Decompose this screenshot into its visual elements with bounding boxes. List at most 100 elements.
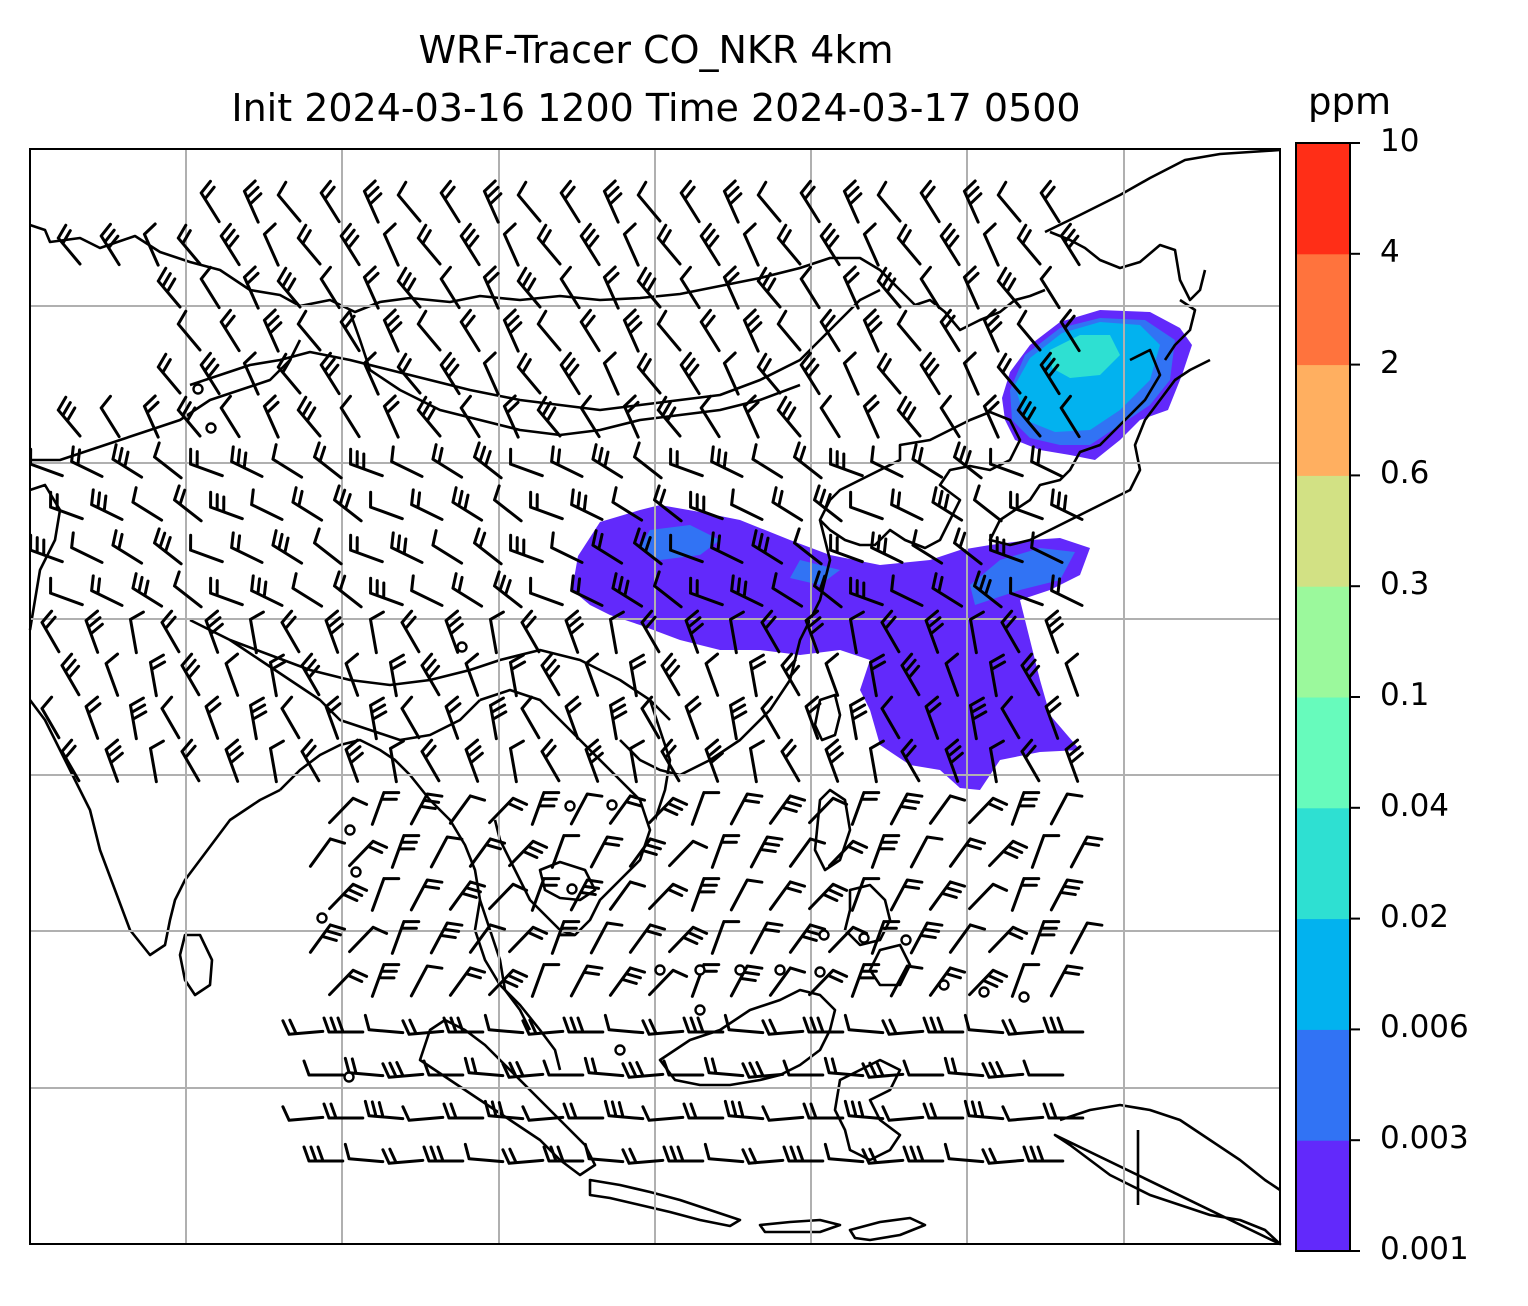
wind-barb — [996, 180, 1022, 223]
wind-barb — [49, 576, 84, 607]
wind-barb — [988, 925, 1029, 954]
wind-barb — [989, 533, 1024, 564]
calm-wind-markers — [192, 383, 1030, 1083]
wind-barb — [583, 1056, 625, 1078]
wind-barb — [1010, 877, 1041, 912]
wind-barb — [390, 920, 421, 955]
wind-barb — [944, 652, 960, 697]
wind-barb — [382, 308, 403, 353]
wind-barb — [900, 652, 921, 697]
wind-barb — [876, 180, 902, 223]
wind-barb — [748, 739, 765, 784]
wind-barb — [611, 486, 644, 522]
wind-barb — [962, 179, 983, 224]
wind-barb — [536, 395, 562, 438]
wind-barb — [562, 1102, 605, 1120]
wind-barb — [919, 351, 941, 396]
wind-barb — [564, 609, 584, 654]
wind-barb — [569, 792, 604, 826]
calm-wind-marker — [774, 964, 786, 976]
wind-barb — [1030, 834, 1061, 869]
calm-wind-marker — [858, 932, 870, 944]
wind-barb — [981, 1061, 1025, 1079]
wind-barb — [808, 796, 849, 825]
wind-barb — [268, 739, 285, 784]
colorbar-segment — [1296, 1140, 1350, 1252]
wind-barb — [463, 1056, 505, 1078]
wind-barb — [562, 1016, 605, 1034]
wind-barb — [799, 179, 821, 224]
wind-barb — [319, 351, 341, 396]
wind-barb — [662, 1145, 705, 1163]
wind-barb — [768, 880, 807, 911]
wind-barb — [529, 576, 564, 607]
wind-barb — [924, 609, 944, 654]
border-mongolia — [348, 311, 801, 437]
wind-barb — [943, 1142, 985, 1164]
wind-barb — [156, 352, 182, 395]
calm-wind-marker — [818, 929, 830, 941]
wind-barb — [868, 739, 885, 784]
wind-barb — [488, 882, 529, 911]
wind-barb — [390, 531, 424, 564]
wind-barb — [343, 1142, 385, 1164]
wind-barb — [1039, 265, 1061, 310]
wind-barb — [729, 964, 764, 998]
wind-barb — [1059, 222, 1081, 267]
coastline-korea-china — [818, 410, 1022, 550]
wind-barb — [388, 739, 405, 784]
wind-barb — [429, 835, 464, 869]
wind-barb — [268, 653, 287, 698]
border-himalaya — [229, 638, 481, 742]
wind-barb — [1039, 179, 1061, 224]
wind-barb — [793, 441, 823, 480]
wind-barb — [516, 352, 542, 395]
wind-barb — [741, 1061, 785, 1079]
wind-barb — [813, 570, 843, 609]
wind-barb — [591, 443, 624, 479]
wind-barb — [760, 609, 781, 654]
calm-wind-marker — [350, 866, 362, 878]
wind-barb — [788, 923, 827, 954]
wind-barb — [420, 738, 441, 783]
calm-wind-marker — [734, 964, 746, 976]
wind-barb — [422, 1145, 465, 1163]
wind-barb — [319, 265, 341, 310]
wind-barb — [276, 266, 302, 309]
wind-barb — [804, 695, 822, 740]
wind-barb — [542, 1059, 585, 1077]
wind-barb — [343, 1056, 385, 1078]
wind-barb — [621, 1061, 665, 1079]
wind-barb — [464, 652, 480, 697]
wind-barb — [584, 652, 600, 697]
wind-barb — [608, 696, 628, 741]
wind-barb — [742, 222, 760, 267]
wind-barb — [756, 352, 782, 395]
calm-wind-marker — [316, 912, 328, 924]
wind-barb — [924, 695, 942, 740]
wind-barb — [502, 394, 520, 439]
wind-barb — [488, 968, 529, 997]
colorbar-segment — [1296, 364, 1350, 476]
wind-barb — [636, 352, 662, 395]
wind-barb — [313, 441, 343, 480]
coastline-new-guinea — [1053, 1103, 1282, 1246]
wind-barb — [628, 837, 667, 868]
wind-barb — [823, 1142, 865, 1164]
wind-barb — [861, 1147, 905, 1165]
wind-barb — [1059, 394, 1081, 439]
wind-barb — [988, 653, 1007, 698]
wind-barb — [776, 223, 802, 266]
wind-barb — [451, 486, 484, 522]
border-vietnam — [648, 699, 672, 821]
wind-barb — [848, 696, 868, 741]
wind-barb — [689, 490, 724, 521]
wind-barb — [180, 738, 201, 783]
wind-barb — [516, 266, 542, 309]
wind-barb — [862, 308, 883, 353]
wind-barb — [564, 695, 582, 740]
wind-barb — [409, 964, 444, 998]
wind-barb — [1064, 738, 1084, 783]
wind-barb — [1030, 531, 1064, 564]
wind-barb — [416, 309, 442, 352]
